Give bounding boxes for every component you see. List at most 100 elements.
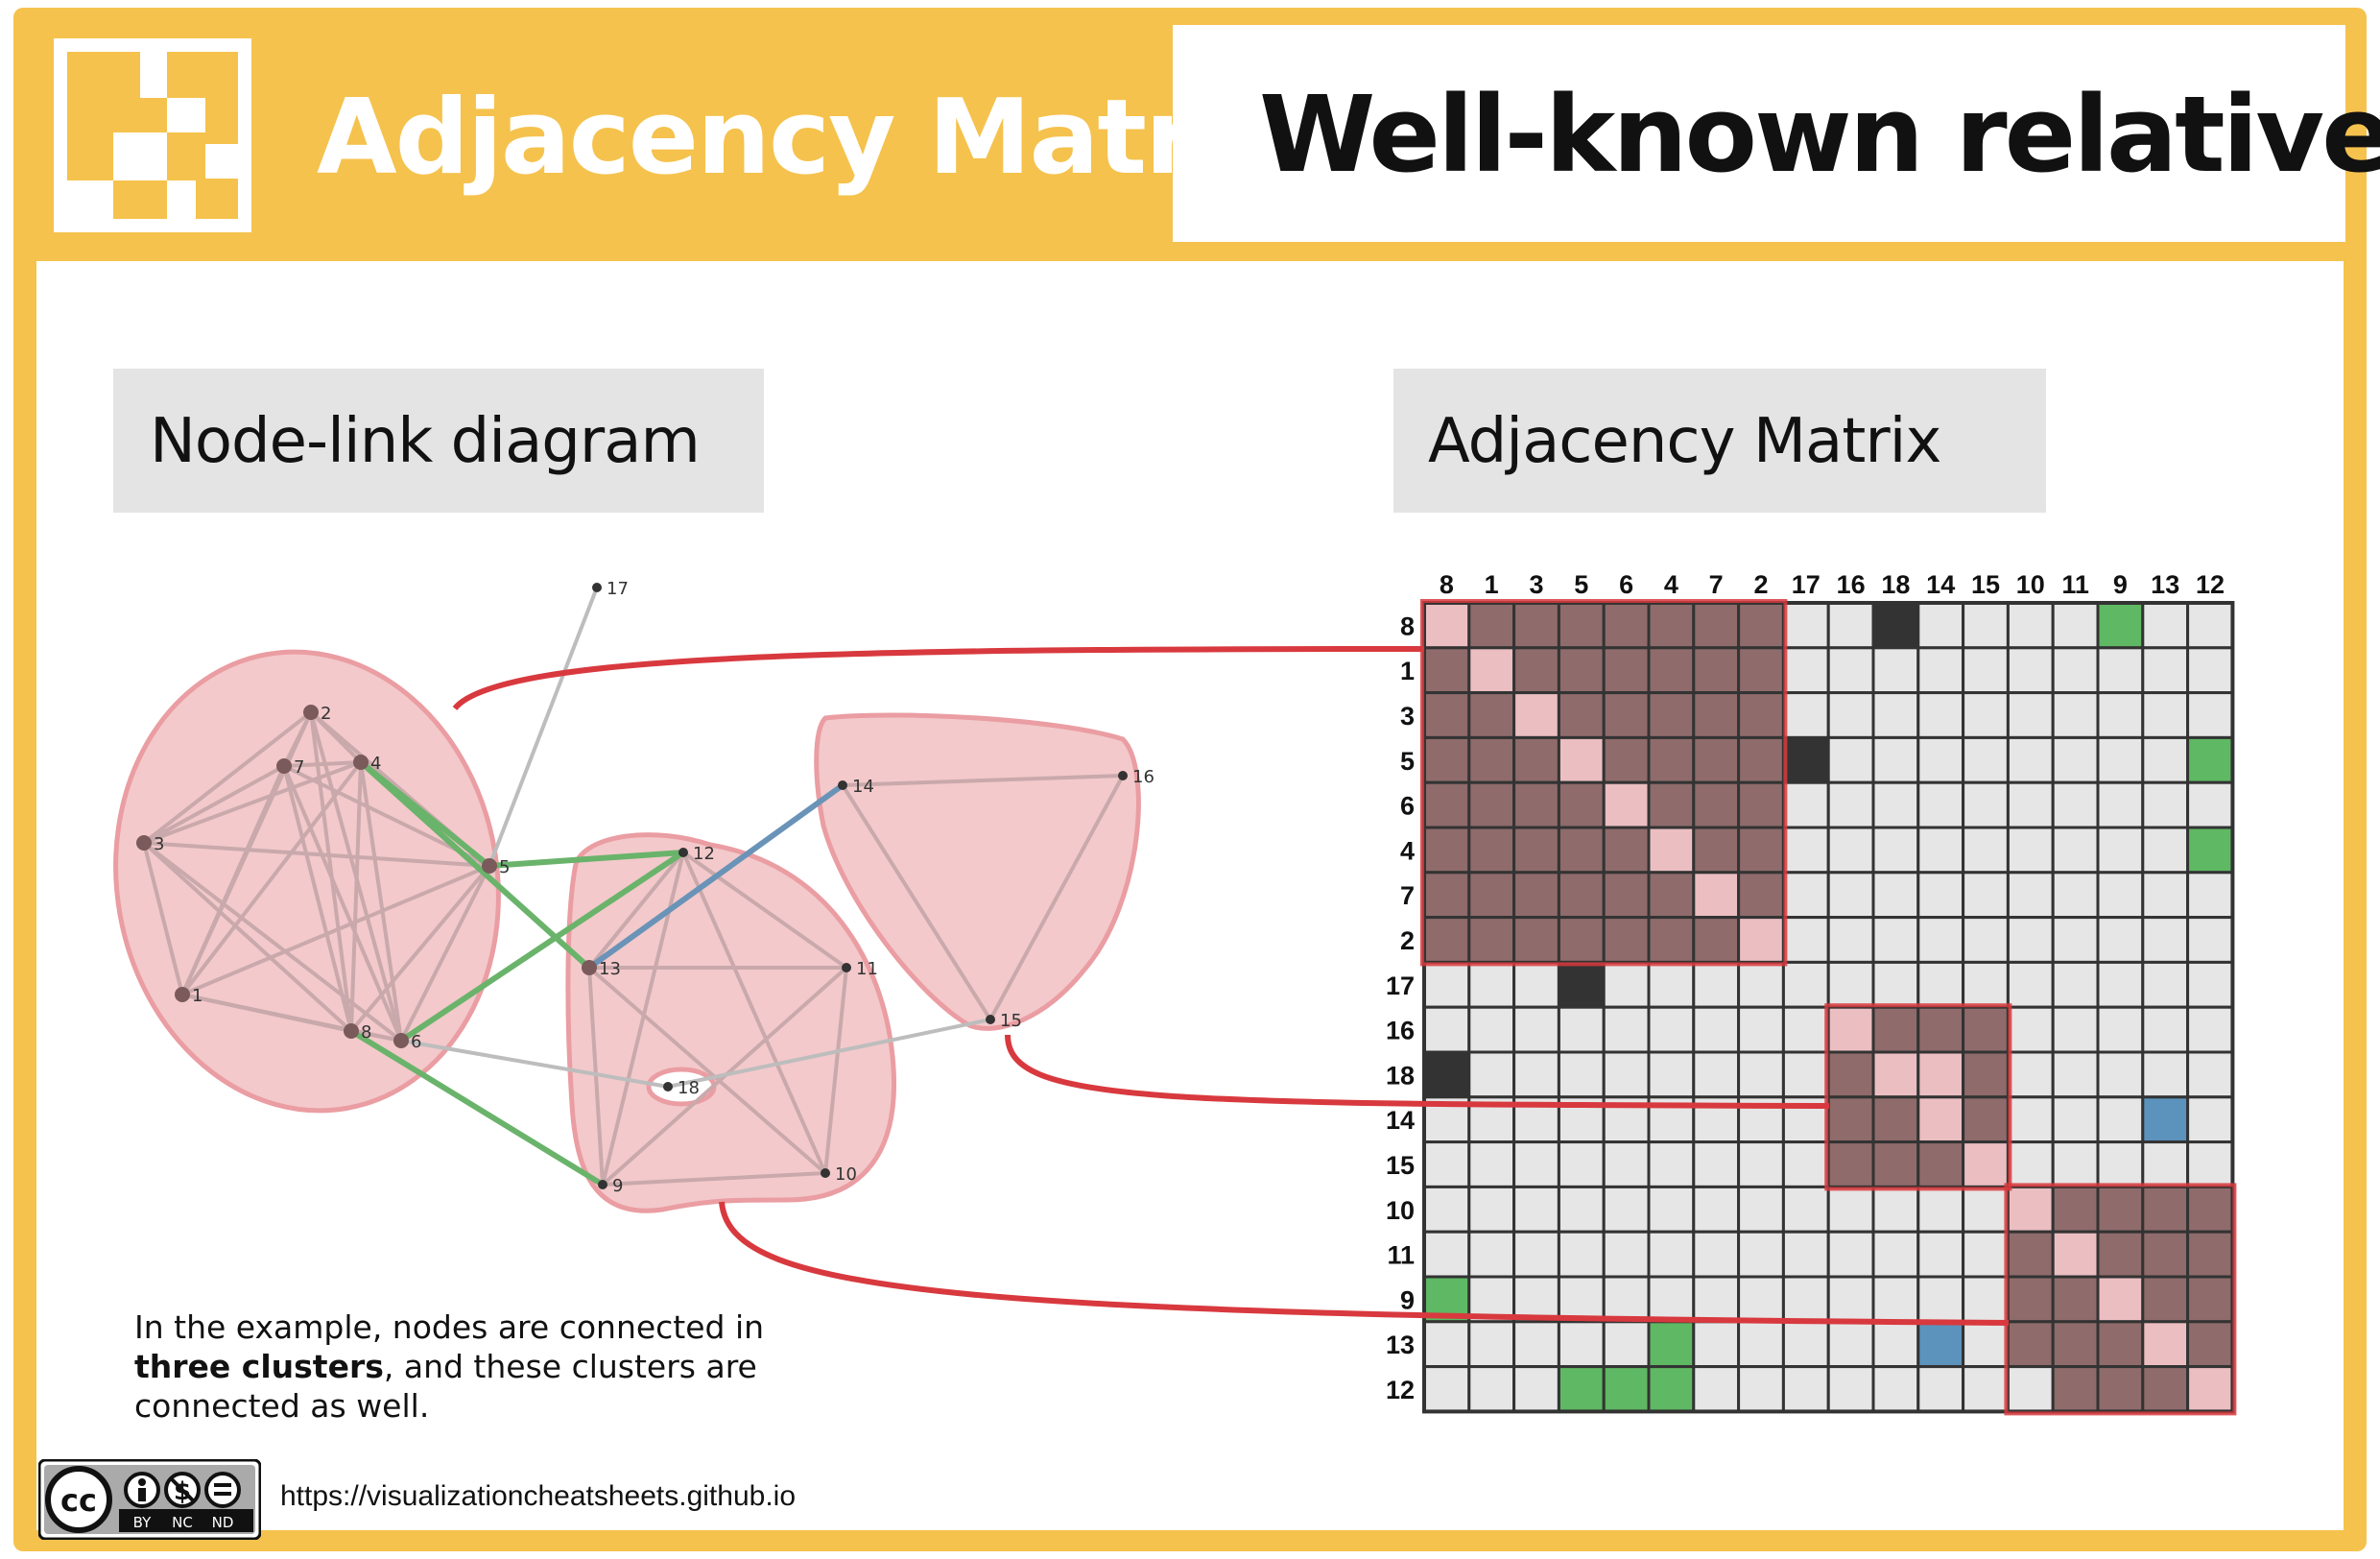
matrix-cell [1557, 1050, 1606, 1099]
edge [488, 587, 599, 867]
matrix-cell [1647, 1365, 1696, 1413]
edge [282, 765, 403, 1042]
matrix-cell [2096, 1095, 2145, 1144]
matrix-cell [1737, 871, 1785, 920]
graph-node-label: 8 [361, 1022, 371, 1043]
matrix-cell [2051, 1275, 2100, 1324]
matrix-cell [1962, 1185, 2010, 1234]
matrix-column-label: 15 [1971, 570, 2000, 599]
matrix-cell [1737, 601, 1785, 650]
matrix-cell [2141, 1365, 2190, 1413]
matrix-cell [2006, 1140, 2055, 1188]
matrix-cell [1557, 601, 1606, 650]
matrix-column-label: 18 [1881, 570, 1910, 599]
matrix-column-label: 7 [1709, 570, 1724, 599]
graph-node [353, 755, 369, 770]
matrix-cell [2141, 691, 2190, 739]
matrix-cell [2051, 1095, 2100, 1144]
matrix-cell [1916, 1320, 1965, 1369]
caption-text-2: , and these clusters are connected as we… [134, 1348, 757, 1425]
matrix-cell [1871, 1140, 1920, 1188]
edge [181, 864, 490, 996]
matrix-cell [1962, 916, 2010, 964]
matrix-cell [1467, 691, 1516, 739]
matrix-cell [1422, 646, 1471, 695]
graph-node-label: 2 [321, 704, 331, 724]
matrix-cell [1916, 691, 1965, 739]
matrix-cell [1871, 1230, 1920, 1279]
matrix-cell [1647, 1185, 1696, 1234]
matrix-cell [1422, 691, 1471, 739]
matrix-cell [1737, 826, 1785, 875]
matrix-cell [1916, 1230, 1965, 1279]
matrix-cell [2096, 1320, 2145, 1369]
matrix-row-label: 8 [1400, 612, 1415, 640]
matrix-cell [2096, 780, 2145, 829]
matrix-cell [1512, 601, 1560, 650]
matrix-cell [1467, 1365, 1516, 1413]
matrix-cell [1557, 1275, 1606, 1324]
matrix-cell [2141, 601, 2190, 650]
matrix-cell [1781, 691, 1830, 739]
matrix-cell [1467, 1140, 1516, 1188]
matrix-cell [1826, 960, 1875, 1009]
matrix-cell [2186, 1185, 2234, 1234]
edge [349, 761, 363, 1032]
edge [143, 841, 490, 868]
matrix-cell [1692, 780, 1741, 829]
matrix-row-label: 16 [1386, 1017, 1415, 1045]
matrix-cell [2141, 1320, 2190, 1369]
matrix-cell [2051, 735, 2100, 784]
header-subtitle: Well-known relative [1259, 73, 2380, 196]
matrix-cell [1422, 1365, 1471, 1413]
matrix-cell [2006, 735, 2055, 784]
edge [181, 993, 352, 1033]
matrix-cell [1557, 780, 1606, 829]
matrix-cell [1781, 916, 1830, 964]
caption-bold: three clusters [134, 1348, 384, 1385]
matrix-cell [1512, 826, 1560, 875]
matrix-cell [2006, 601, 2055, 650]
matrix-cell [1916, 1095, 1965, 1144]
graph-node-label: 17 [607, 579, 629, 599]
footer-url-link[interactable]: https://visualizationcheatsheets.github.… [280, 1480, 796, 1512]
matrix-cell [1602, 1050, 1651, 1099]
matrix-cell [1512, 1185, 1560, 1234]
matrix-cell [1826, 691, 1875, 739]
matrix-cell [1512, 691, 1560, 739]
matrix-cell [1962, 1365, 2010, 1413]
matrix-cell [2096, 601, 2145, 650]
graph-node [663, 1082, 673, 1091]
matrix-cell [2186, 735, 2234, 784]
adjacency-matrix-label-box: Adjacency Matrix [1393, 369, 2046, 513]
matrix-cell [1422, 916, 1471, 964]
matrix-column-label: 6 [1619, 570, 1633, 599]
matrix-cell [2141, 1230, 2190, 1279]
matrix-cell [1871, 780, 1920, 829]
edge [282, 711, 313, 767]
edge [143, 760, 362, 845]
matrix-border [1422, 601, 2235, 1414]
graph-node [303, 705, 319, 720]
matrix-cell [1692, 735, 1741, 784]
matrix-cell [1557, 691, 1606, 739]
matrix-cell [2006, 1230, 2055, 1279]
matrix-column-label: 12 [2196, 570, 2225, 599]
matrix-cell [1826, 826, 1875, 875]
matrix-cell [2051, 1320, 2100, 1369]
matrix-cell [1826, 871, 1875, 920]
matrix-cell [1602, 691, 1651, 739]
matrix-cell [1916, 871, 1965, 920]
matrix-cell [1737, 960, 1785, 1009]
matrix-column-label: 16 [1837, 570, 1866, 599]
matrix-cell [1512, 780, 1560, 829]
matrix-cell [1916, 646, 1965, 695]
matrix-cell [1871, 1095, 1920, 1144]
cluster-connector [1005, 1034, 1830, 1109]
matrix-cell [1557, 960, 1606, 1009]
matrix-cell [1512, 916, 1560, 964]
caption-text-1: In the example, nodes are connected in [134, 1308, 765, 1346]
matrix-cell [1916, 1140, 1965, 1188]
matrix-cell [1962, 1320, 2010, 1369]
matrix-cell [2096, 916, 2145, 964]
